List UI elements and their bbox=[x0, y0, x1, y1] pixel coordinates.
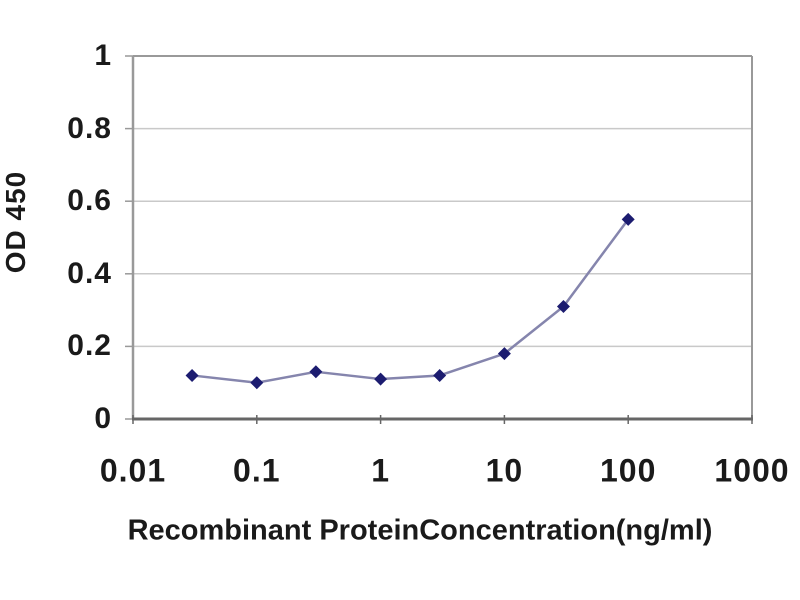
x-tick-label: 1 bbox=[371, 452, 390, 489]
x-axis-title: Recombinant ProteinConcentration(ng/ml) bbox=[127, 514, 713, 547]
data-point-marker bbox=[309, 365, 323, 379]
data-point-marker bbox=[185, 368, 199, 382]
data-point-marker bbox=[621, 212, 635, 226]
data-point-marker bbox=[556, 299, 570, 313]
y-tick-label: 0.8 bbox=[67, 111, 112, 145]
y-tick-label: 1 bbox=[94, 39, 112, 72]
x-tick-label: 100 bbox=[599, 452, 657, 489]
x-tick-label: 10 bbox=[485, 452, 524, 489]
series-line bbox=[190, 218, 630, 384]
data-point-marker bbox=[374, 372, 388, 386]
y-tick-label: 0.2 bbox=[67, 329, 112, 363]
y-axis-title: OD 450 bbox=[0, 170, 31, 274]
data-point-marker bbox=[250, 376, 264, 390]
data-point-marker bbox=[497, 347, 511, 361]
y-tick-label: 0.6 bbox=[67, 184, 112, 218]
data-point-marker bbox=[433, 368, 447, 382]
x-tick-label: 0.01 bbox=[99, 452, 167, 489]
y-tick-label: 0.4 bbox=[67, 256, 112, 290]
y-tick-label: 0 bbox=[94, 402, 112, 435]
x-tick-label: 1000 bbox=[714, 452, 790, 489]
x-tick-label: 0.1 bbox=[233, 452, 281, 489]
